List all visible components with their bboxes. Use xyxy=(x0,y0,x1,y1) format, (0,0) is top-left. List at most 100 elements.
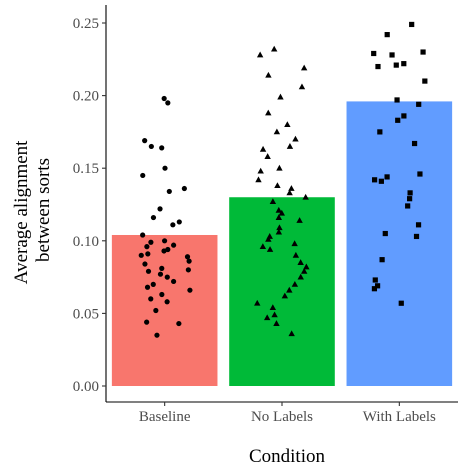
y-tick-label: 0.10 xyxy=(73,234,99,250)
point-with-labels xyxy=(384,32,390,38)
point-no-labels xyxy=(284,121,291,128)
point-no-labels xyxy=(288,330,295,337)
point-baseline xyxy=(166,188,172,195)
point-no-labels xyxy=(298,83,306,90)
point-with-labels xyxy=(422,78,428,84)
point-baseline xyxy=(185,267,191,273)
point-baseline xyxy=(186,258,192,264)
point-baseline xyxy=(187,287,193,293)
point-with-labels xyxy=(407,196,413,202)
point-baseline xyxy=(159,291,165,298)
y-axis-ticks: 0.00 0.05 0.10 0.15 0.20 0.25 xyxy=(73,16,106,395)
point-no-labels xyxy=(269,198,277,204)
point-baseline xyxy=(148,143,154,150)
x-tick-label: With Labels xyxy=(363,409,436,425)
point-baseline xyxy=(148,296,154,302)
point-baseline xyxy=(164,299,170,305)
point-baseline xyxy=(144,284,151,290)
point-with-labels xyxy=(379,257,385,263)
point-baseline xyxy=(145,251,151,257)
y-tick-label: 0.15 xyxy=(73,161,99,177)
point-no-labels xyxy=(278,209,285,216)
point-with-labels xyxy=(398,300,404,306)
point-baseline xyxy=(162,165,168,171)
point-no-labels xyxy=(273,128,281,135)
point-no-labels xyxy=(255,176,262,183)
point-baseline xyxy=(144,319,150,325)
point-baseline xyxy=(170,222,176,228)
y-axis-title-line-1: Average alignment xyxy=(11,140,32,284)
point-with-labels xyxy=(372,177,378,183)
point-baseline xyxy=(148,239,154,245)
point-no-labels xyxy=(263,314,271,321)
point-baseline xyxy=(144,244,150,250)
point-baseline xyxy=(159,145,165,151)
point-with-labels xyxy=(382,230,388,237)
point-baseline xyxy=(184,254,191,260)
point-with-labels xyxy=(409,21,415,28)
point-baseline xyxy=(140,232,146,238)
point-no-labels xyxy=(265,71,272,78)
point-no-labels xyxy=(276,164,283,171)
point-baseline xyxy=(176,219,182,225)
point-no-labels xyxy=(275,228,283,235)
point-no-labels xyxy=(277,93,284,100)
point-no-labels xyxy=(286,143,294,149)
point-no-labels xyxy=(286,286,293,293)
point-no-labels xyxy=(259,145,267,152)
point-no-labels xyxy=(303,263,310,270)
point-baseline xyxy=(171,242,177,248)
point-with-labels xyxy=(417,171,423,177)
jitter-point-layer xyxy=(138,21,428,338)
y-tick-label: 0.05 xyxy=(73,306,99,322)
point-with-labels xyxy=(372,277,378,283)
point-baseline xyxy=(161,248,167,254)
point-no-labels xyxy=(265,235,272,242)
point-with-labels xyxy=(394,97,400,103)
point-with-labels xyxy=(384,174,390,180)
point-with-labels xyxy=(395,117,401,123)
point-baseline xyxy=(138,252,144,258)
point-no-labels xyxy=(256,51,264,58)
bar-no-labels xyxy=(229,197,335,386)
x-tick-label: No Labels xyxy=(251,409,313,425)
point-baseline xyxy=(150,214,157,221)
bar-baseline xyxy=(111,234,218,386)
point-no-labels xyxy=(274,182,281,189)
point-with-labels xyxy=(375,63,381,70)
point-no-labels xyxy=(291,240,298,247)
x-axis-ticks: Baseline No Labels With Labels xyxy=(139,402,436,425)
point-baseline xyxy=(176,320,182,327)
point-baseline xyxy=(161,238,168,244)
point-baseline xyxy=(157,271,164,277)
point-baseline xyxy=(142,261,148,267)
point-no-labels xyxy=(276,224,283,231)
point-with-labels xyxy=(405,203,411,209)
point-no-labels xyxy=(264,153,271,159)
point-baseline xyxy=(181,185,187,192)
point-no-labels xyxy=(297,259,304,265)
point-with-labels xyxy=(413,233,420,240)
y-axis-title: Average alignment between sorts xyxy=(11,136,54,284)
point-baseline xyxy=(171,278,177,285)
point-with-labels xyxy=(401,61,407,67)
bar-layer xyxy=(111,101,453,387)
point-baseline xyxy=(153,307,159,314)
point-with-labels xyxy=(411,140,418,147)
point-no-labels xyxy=(271,311,278,318)
y-tick-label: 0.25 xyxy=(73,16,99,32)
point-baseline xyxy=(140,172,146,179)
point-with-labels xyxy=(393,62,399,68)
point-no-labels xyxy=(297,273,304,280)
point-with-labels xyxy=(420,49,426,55)
point-no-labels xyxy=(286,189,293,196)
x-axis-title: Condition xyxy=(249,446,326,467)
point-baseline xyxy=(165,100,171,106)
point-no-labels xyxy=(265,109,272,116)
point-baseline xyxy=(164,274,170,280)
point-no-labels xyxy=(292,135,299,142)
point-baseline xyxy=(145,268,152,274)
point-no-labels xyxy=(254,299,261,306)
point-no-labels xyxy=(300,64,308,71)
point-no-labels xyxy=(292,251,300,258)
